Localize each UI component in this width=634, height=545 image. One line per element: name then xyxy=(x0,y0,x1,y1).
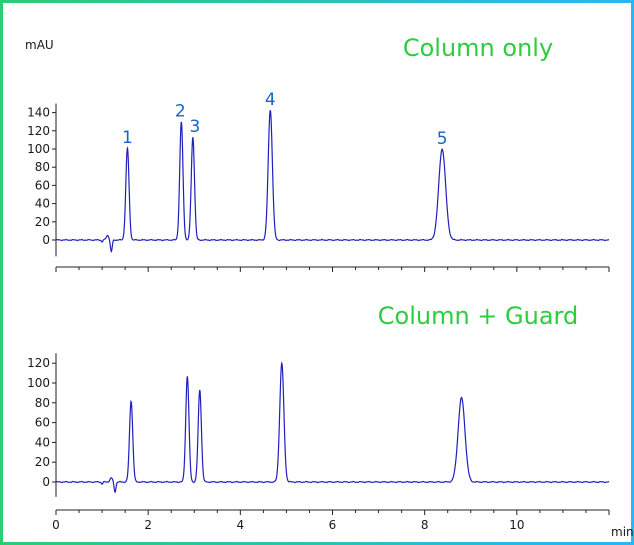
y-tick-label: 0 xyxy=(42,475,50,489)
x-tick-label: 10 xyxy=(509,518,524,532)
y-tick-label: 0 xyxy=(42,233,50,247)
peak-label-1: 1 xyxy=(122,128,133,148)
y-tick-label: 80 xyxy=(35,396,50,410)
x-unit-label: min xyxy=(611,525,634,539)
y-tick-label: 120 xyxy=(27,356,50,370)
x-tick-label: 0 xyxy=(52,518,60,532)
peak-label-2: 2 xyxy=(175,102,186,122)
x-tick-label: 4 xyxy=(237,518,245,532)
y-tick-label: 40 xyxy=(35,197,50,211)
y-tick-label: 100 xyxy=(27,376,50,390)
y-tick-label: 20 xyxy=(35,455,50,469)
x-tick-label: 8 xyxy=(421,518,429,532)
peak-label-5: 5 xyxy=(437,129,448,149)
y-tick-label: 20 xyxy=(35,215,50,229)
chromatogram-trace xyxy=(55,361,610,494)
y-tick-label: 140 xyxy=(27,106,50,120)
panel-title: Column only xyxy=(403,34,553,62)
y-tick-label: 60 xyxy=(35,416,50,430)
peak-label-3: 3 xyxy=(189,117,200,137)
peak-label-4: 4 xyxy=(265,90,276,110)
y-unit-label: mAU xyxy=(25,38,54,52)
y-tick-label: 60 xyxy=(35,178,50,192)
y-tick-label: 40 xyxy=(35,435,50,449)
y-tick-label: 80 xyxy=(35,160,50,174)
x-tick-label: 2 xyxy=(144,518,152,532)
panel-title: Column + Guard xyxy=(378,302,578,330)
chromatogram-trace xyxy=(55,110,610,253)
y-tick-label: 120 xyxy=(27,124,50,138)
panel-column-guard: 0 20 40 60 80 100 120 0 2 4 6 8 10 min Column + Guard xyxy=(27,302,634,539)
y-tick-label: 100 xyxy=(27,142,50,156)
x-tick-label: 6 xyxy=(329,518,337,532)
